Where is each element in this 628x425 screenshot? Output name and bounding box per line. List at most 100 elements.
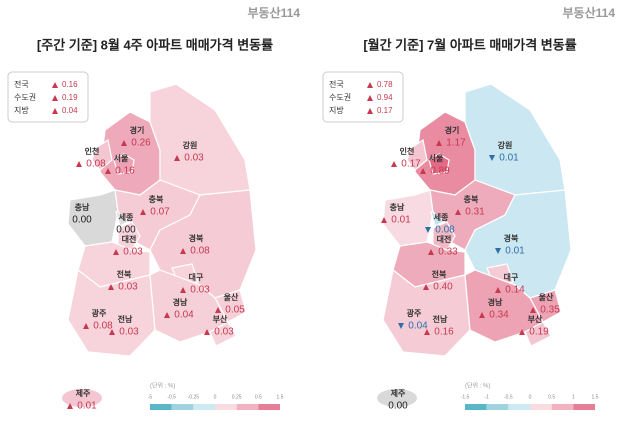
region-value: 0.00 [72, 215, 92, 226]
region-value: 0.03 [214, 327, 234, 338]
legend-tick: -0.5 [504, 394, 513, 400]
region-value: 0.14 [505, 285, 525, 296]
trend-arrow [530, 307, 536, 313]
region-name: 경남 [488, 297, 503, 307]
legend-tick: -5 [148, 394, 153, 400]
region-value: 0.19 [529, 327, 549, 338]
region-value: 0.08 [93, 321, 113, 332]
region-value: 0.40 [433, 282, 453, 293]
legend-tick: -1.5 [461, 394, 470, 400]
legend-swatch [486, 404, 509, 410]
region-name: 광주 [92, 308, 107, 318]
region-name: 제주 [76, 388, 91, 398]
summary-label: 지방 [14, 105, 29, 115]
region-value: 0.01 [499, 153, 519, 164]
region-name: 경기 [445, 125, 460, 135]
map-title: [주간 기준] 8월 4주 아파트 매매가격 변동률 [37, 37, 273, 52]
trend-arrow [105, 168, 111, 174]
region-shape [117, 221, 141, 251]
region-name: 경기 [130, 125, 145, 135]
trend-arrow [180, 248, 186, 254]
summary-value: 0.94 [377, 93, 393, 102]
region-name: 울산 [224, 292, 239, 302]
trend-arrow [425, 227, 431, 233]
region-value: 0.07 [150, 207, 170, 218]
legend-tick: 1.5 [277, 394, 284, 400]
legend-tick: 0 [529, 394, 532, 400]
trend-arrow [420, 168, 426, 174]
trend-arrow [489, 155, 495, 161]
trend-arrow [424, 329, 430, 335]
trend-arrow [164, 312, 170, 318]
region-name: 경남 [173, 297, 188, 307]
region-value: 0.01 [77, 401, 97, 412]
legend-swatch [465, 404, 487, 410]
region-value: 1.17 [446, 138, 466, 149]
region-name: 서울 [429, 153, 444, 163]
region-shape [406, 139, 428, 171]
region-value: 0.08 [190, 246, 210, 257]
legend-tick: -0.5 [167, 394, 176, 400]
summary-box [7, 71, 89, 123]
trend-arrow [121, 140, 127, 146]
region-name: 충남 [390, 202, 405, 212]
region-shape [209, 321, 237, 347]
summary-value: 0.19 [62, 93, 78, 102]
summary-value: 0.17 [377, 106, 393, 115]
summary-label: 수도권 [329, 92, 351, 102]
region-shape [377, 389, 417, 407]
region-name: 세종 [119, 212, 134, 222]
region-name: 대구 [504, 272, 519, 282]
region-shape [432, 221, 456, 251]
trend-arrow [367, 95, 373, 101]
region-value: 0.17 [401, 159, 421, 170]
legend-swatch [150, 404, 172, 410]
trend-arrow [519, 329, 525, 335]
region-name: 대전 [437, 234, 452, 244]
region-name: 인천 [400, 146, 415, 156]
legend-unit: (단위 : %) [150, 382, 175, 390]
logo: 부동산114 [563, 5, 616, 20]
summary-label: 전국 [329, 79, 344, 89]
summary-box [322, 71, 404, 123]
trend-arrow [428, 249, 434, 255]
trend-arrow [367, 108, 373, 114]
region-shape [67, 268, 156, 357]
region-value: 0.03 [190, 285, 210, 296]
region-name: 충남 [75, 202, 90, 212]
legend-swatch [258, 404, 280, 410]
legend-swatch [236, 404, 259, 410]
region-value: 0.01 [505, 246, 525, 257]
legend-swatch [551, 404, 574, 410]
region-shape [62, 389, 102, 407]
legend-swatch [193, 404, 215, 410]
region-name: 충북 [149, 194, 164, 204]
region-value: 0.03 [184, 153, 204, 164]
region-value: 0.08 [435, 225, 455, 236]
region-value: 0.03 [119, 327, 139, 338]
region-shape [91, 139, 113, 171]
legend-tick: -1 [484, 394, 489, 400]
logo: 부동산114 [248, 5, 301, 20]
region-name: 부산 [213, 314, 228, 324]
trend-arrow [367, 82, 373, 88]
region-value: 0.01 [391, 215, 411, 226]
trend-arrow [381, 217, 387, 223]
region-name: 제주 [391, 388, 406, 398]
region-value: 0.04 [408, 321, 428, 332]
trend-arrow [52, 95, 58, 101]
region-name: 강원 [498, 140, 513, 150]
trend-arrow [113, 249, 119, 255]
region-value: 0.89 [430, 166, 450, 177]
trend-arrow [391, 161, 397, 167]
trend-arrow [495, 287, 501, 293]
region-value: 0.03 [118, 282, 138, 293]
region-name: 인천 [85, 146, 100, 156]
trend-arrow [215, 307, 221, 313]
legend-swatch [215, 404, 237, 410]
region-shape [149, 83, 251, 196]
region-shape [382, 268, 471, 357]
summary-label: 지방 [329, 105, 344, 115]
